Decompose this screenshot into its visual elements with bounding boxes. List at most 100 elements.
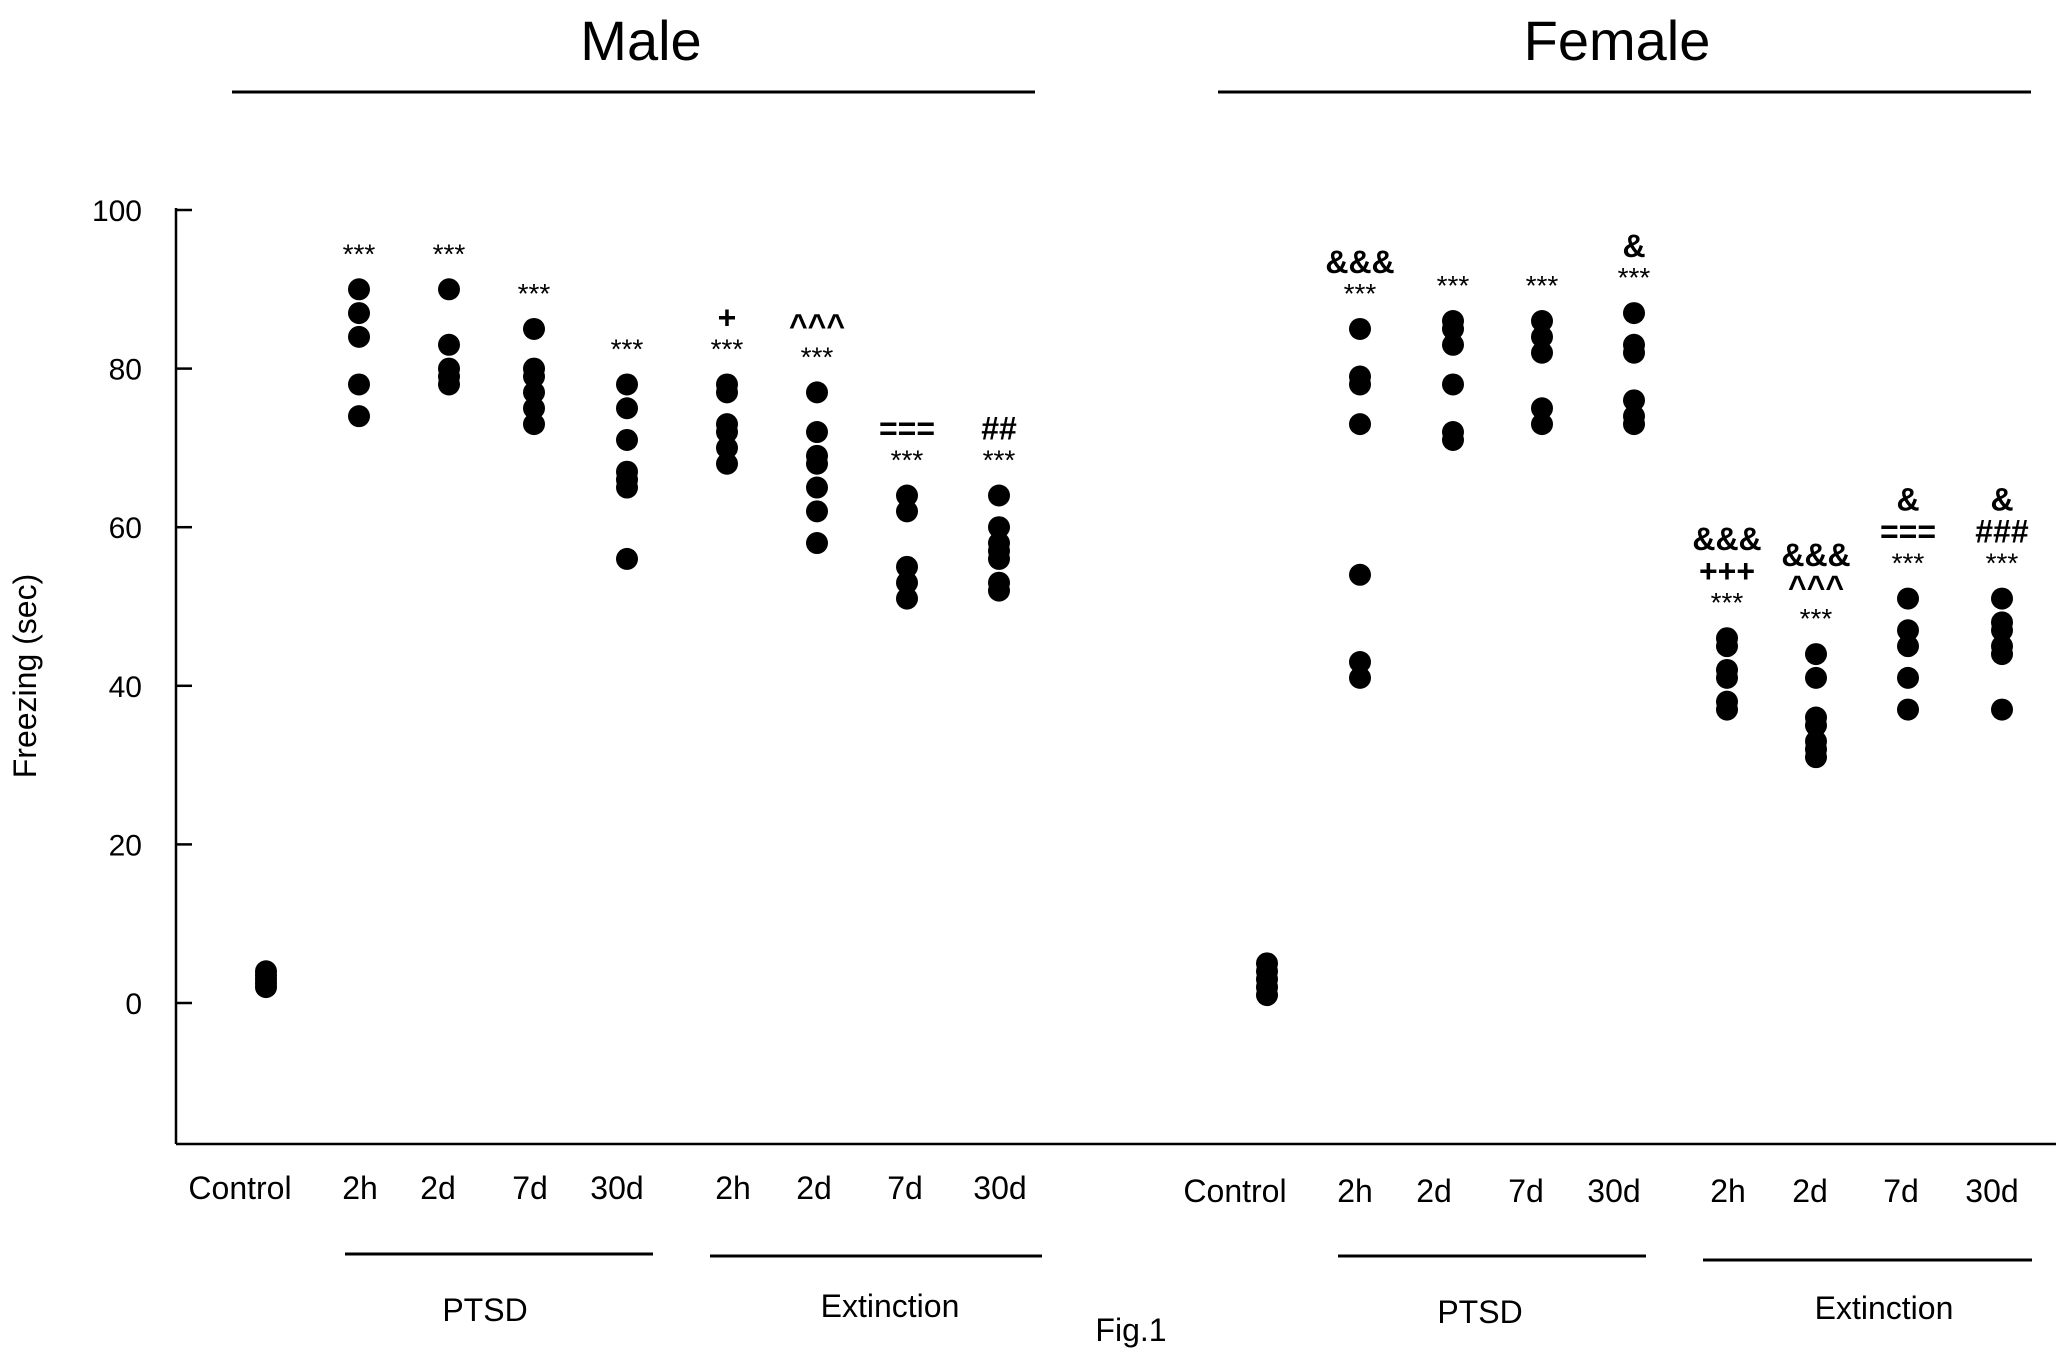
data-point-male-5-3 <box>716 413 738 436</box>
annotation-female-1-0: &&& <box>1325 244 1394 280</box>
annotation-female-7-1: === <box>1880 514 1936 550</box>
data-point-female-1-2 <box>1349 563 1371 586</box>
y-ticks: 0 20 40 60 80 100 <box>92 195 192 1021</box>
data-point-male-5-1 <box>716 436 738 459</box>
annotation-male-5-1: *** <box>711 333 744 364</box>
y-tick-label-40: 40 <box>109 671 142 704</box>
data-point-female-7-3 <box>1897 619 1919 642</box>
male-ptsd-label: PTSD <box>442 1292 527 1328</box>
data-point-male-4-3 <box>616 460 638 483</box>
data-point-female-5-3 <box>1716 658 1738 681</box>
category-label-male-0: Control <box>188 1170 291 1206</box>
data-point-male-3-4 <box>523 357 545 380</box>
female-extinction-label: Extinction <box>1815 1290 1954 1326</box>
annotation-female-5-0: &&& <box>1692 521 1761 557</box>
y-tick-label-100: 100 <box>92 195 142 228</box>
category-label-male-6: 2d <box>796 1170 832 1206</box>
data-point-female-0-4 <box>1256 952 1278 975</box>
data-point-female-3-4 <box>1531 310 1553 333</box>
category-label-female-2: 2d <box>1416 1173 1452 1209</box>
category-label-female-3: 7d <box>1508 1173 1544 1209</box>
data-point-male-3-5 <box>523 317 545 340</box>
annotation-female-8-1: ### <box>1975 514 2029 550</box>
annotation-female-8-0: & <box>1990 482 2013 518</box>
data-point-female-4-1 <box>1623 405 1645 428</box>
data-point-male-4-5 <box>616 397 638 420</box>
annotation-female-5-2: *** <box>1711 587 1744 618</box>
data-point-male-3-1 <box>523 397 545 420</box>
data-point-female-5-1 <box>1716 690 1738 713</box>
annotation-female-4-1: *** <box>1618 262 1651 293</box>
data-point-male-6-0 <box>806 532 828 555</box>
data-point-male-6-6 <box>806 381 828 404</box>
y-axis-label: Freezing (sec) <box>7 574 43 779</box>
y-tick-label-20: 20 <box>109 829 142 862</box>
data-point-male-8-6 <box>988 484 1010 507</box>
data-point-male-8-1 <box>988 571 1010 594</box>
annotation-male-8-0: ## <box>981 410 1017 446</box>
annotation-male-1-0: *** <box>343 238 376 269</box>
annotation-female-3-0: *** <box>1526 270 1559 301</box>
data-point-female-1-5 <box>1349 365 1371 388</box>
data-point-female-5-5 <box>1716 627 1738 650</box>
data-point-male-4-4 <box>616 428 638 451</box>
category-label-male-1: 2h <box>342 1170 378 1206</box>
data-point-male-7-2 <box>896 555 918 578</box>
data-point-female-7-4 <box>1897 587 1919 610</box>
category-label-female-8: 30d <box>1965 1173 2018 1209</box>
data-point-female-3-2 <box>1531 341 1553 364</box>
annotation-female-4-0: & <box>1622 228 1645 264</box>
data-point-female-2-1 <box>1442 421 1464 444</box>
y-tick-label-80: 80 <box>109 354 142 387</box>
data-point-female-6-6 <box>1805 643 1827 666</box>
data-point-male-7-0 <box>896 587 918 610</box>
male-panel-title: Male <box>580 9 701 72</box>
data-point-male-5-0 <box>716 452 738 475</box>
data-point-male-0-4 <box>255 960 277 983</box>
figure-label: Fig.1 <box>1095 1312 1166 1348</box>
data-point-female-1-1 <box>1349 651 1371 674</box>
data-point-female-3-1 <box>1531 397 1553 420</box>
category-label-male-8: 30d <box>973 1170 1026 1206</box>
category-label-female-1: 2h <box>1337 1173 1373 1209</box>
data-point-female-1-0 <box>1349 666 1371 689</box>
data-point-female-8-5 <box>1991 587 2013 610</box>
data-point-male-7-4 <box>896 484 918 507</box>
annotation-male-6-1: *** <box>801 341 834 372</box>
annotation-female-5-1: +++ <box>1699 553 1755 589</box>
annotation-male-7-1: *** <box>891 444 924 475</box>
data-point-female-2-2 <box>1442 373 1464 396</box>
male-extinction-label: Extinction <box>821 1288 960 1324</box>
data-point-male-1-4 <box>348 278 370 301</box>
data-point-female-7-0 <box>1897 698 1919 721</box>
data-point-female-4-2 <box>1623 389 1645 412</box>
category-labels: Control 2h 2d 7d 30d 2h 2d 7d 30d Control 2h 2d 7d 30… <box>188 1170 2018 1209</box>
data-point-female-7-1 <box>1897 666 1919 689</box>
data-point-male-2-4 <box>438 278 460 301</box>
data-point-male-7-1 <box>896 571 918 594</box>
category-label-female-7: 7d <box>1883 1173 1919 1209</box>
data-point-female-4-4 <box>1623 333 1645 356</box>
data-point-male-2-3 <box>438 333 460 356</box>
annotation-female-6-0: &&& <box>1781 537 1850 573</box>
significance-annotations: *** ********* ***+***^^^***===***##***&&&*… <box>343 228 2029 634</box>
data-point-male-2-2 <box>438 357 460 380</box>
annotation-female-7-0: & <box>1896 482 1919 518</box>
data-point-female-3-3 <box>1531 325 1553 348</box>
annotation-male-3-0: *** <box>518 278 551 309</box>
data-point-female-3-0 <box>1531 413 1553 436</box>
data-point-male-5-5 <box>716 373 738 396</box>
y-tick-label-0: 0 <box>125 988 142 1021</box>
data-point-male-1-2 <box>348 325 370 348</box>
data-point-male-6-1 <box>806 500 828 523</box>
category-label-female-6: 2d <box>1792 1173 1828 1209</box>
data-point-female-1-3 <box>1349 413 1371 436</box>
data-point-male-1-0 <box>348 405 370 428</box>
annotation-male-4-0: *** <box>611 333 644 364</box>
data-point-male-4-0 <box>616 547 638 570</box>
data-point-male-6-2 <box>806 476 828 499</box>
data-points <box>255 278 2013 1007</box>
category-label-female-0: Control <box>1183 1173 1286 1209</box>
category-label-male-5: 2h <box>715 1170 751 1206</box>
